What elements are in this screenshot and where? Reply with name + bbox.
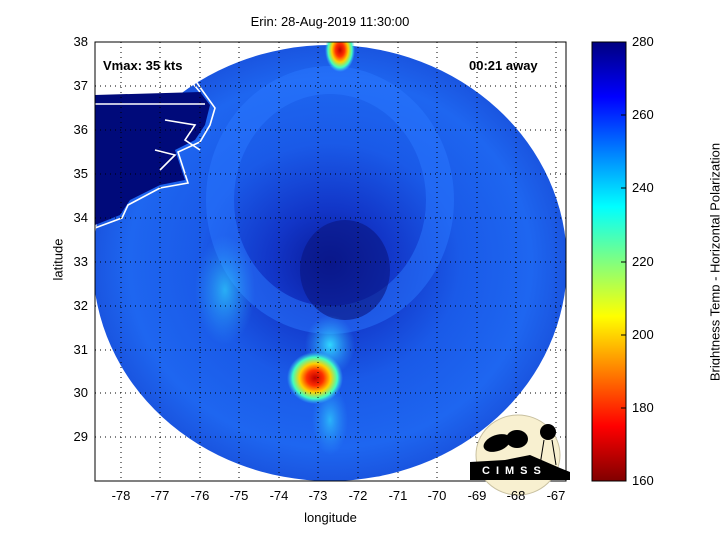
- colorbar-tick: 220: [632, 254, 654, 269]
- y-tick: 36: [73, 122, 88, 137]
- plot-title: Erin: 28-Aug-2019 11:30:00: [250, 14, 410, 29]
- colorbar-label: Brightness Temp - Horizontal Polarizatio…: [707, 142, 720, 382]
- cold-spot-north: [325, 42, 355, 72]
- x-tick: -72: [348, 488, 368, 503]
- colorbar: [591, 41, 627, 482]
- y-tick: 30: [73, 385, 88, 400]
- x-tick: -73: [308, 488, 328, 503]
- y-tick: 29: [73, 429, 88, 444]
- vmax-label: Vmax: 35 kts: [103, 58, 183, 73]
- colorbar-tick: 260: [632, 107, 654, 122]
- x-tick: -77: [150, 488, 170, 503]
- colorbar-tick: 280: [632, 34, 654, 49]
- y-tick: 35: [73, 166, 88, 181]
- cold-spot-south: [287, 352, 343, 404]
- x-tick: -76: [190, 488, 210, 503]
- colorbar-tick: 180: [632, 400, 654, 415]
- x-tick: -68: [506, 488, 526, 503]
- colorbar-tick: 200: [632, 327, 654, 342]
- y-tick: 31: [73, 342, 88, 357]
- colorbar-tick: 160: [632, 473, 654, 488]
- x-tick: -71: [388, 488, 408, 503]
- y-axis-label: latitude: [50, 238, 66, 281]
- x-tick: -69: [467, 488, 487, 503]
- y-tick: 38: [73, 34, 88, 49]
- y-tick: 37: [73, 78, 88, 93]
- land-mask: [95, 92, 210, 225]
- x-tick: -78: [111, 488, 131, 503]
- colorbar-tick: 240: [632, 180, 654, 195]
- x-axis-label: longitude: [304, 510, 357, 525]
- y-tick: 34: [73, 210, 88, 225]
- x-tick: -67: [546, 488, 566, 503]
- grid: [95, 42, 566, 481]
- x-tick: -74: [269, 488, 289, 503]
- plot-frame: [94, 41, 567, 482]
- y-tick: 33: [73, 254, 88, 269]
- y-tick: 32: [73, 298, 88, 313]
- cimss-logo: [470, 414, 570, 496]
- time-away-label: 00:21 away: [469, 58, 538, 73]
- logo-text: CIMSS: [482, 465, 547, 477]
- x-tick: -75: [229, 488, 249, 503]
- x-tick: -70: [427, 488, 447, 503]
